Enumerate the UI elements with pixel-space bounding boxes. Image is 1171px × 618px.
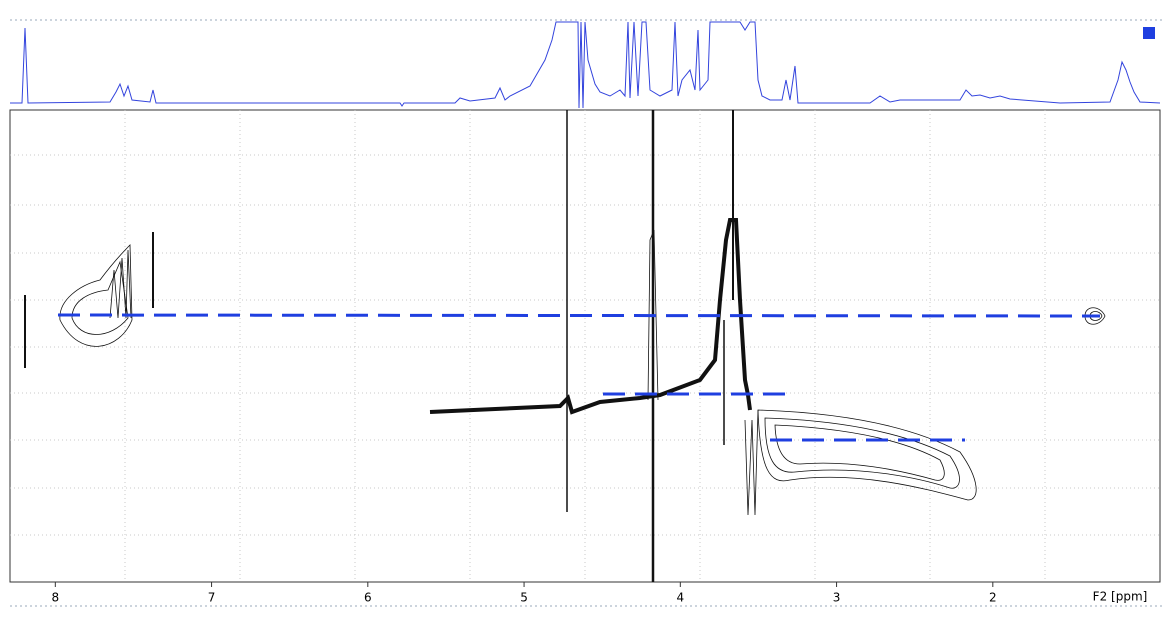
x-tick-label: 8	[51, 591, 59, 605]
contour	[429, 218, 752, 415]
projection-trace	[10, 21, 1161, 109]
contour	[744, 409, 759, 516]
x-tick-label: 6	[364, 591, 372, 605]
contour	[764, 417, 960, 489]
contour	[109, 249, 132, 319]
projection-marker	[1143, 27, 1155, 39]
contour	[774, 424, 945, 481]
x-tick-label: 7	[208, 591, 216, 605]
contour	[59, 244, 133, 347]
contour	[71, 260, 129, 335]
grid	[10, 110, 1160, 582]
contour	[1084, 307, 1106, 325]
x-tick-label: 5	[520, 591, 528, 605]
contours	[24, 110, 1106, 582]
contour	[757, 409, 977, 501]
diffusion-markers	[57, 313, 1101, 442]
diffusion-line	[57, 313, 1101, 318]
x-tick-label: 3	[833, 591, 841, 605]
x-axis-label: F2 [ppm]	[1093, 590, 1148, 604]
x-tick-label: 2	[989, 591, 997, 605]
x-tick-label: 4	[676, 591, 684, 605]
